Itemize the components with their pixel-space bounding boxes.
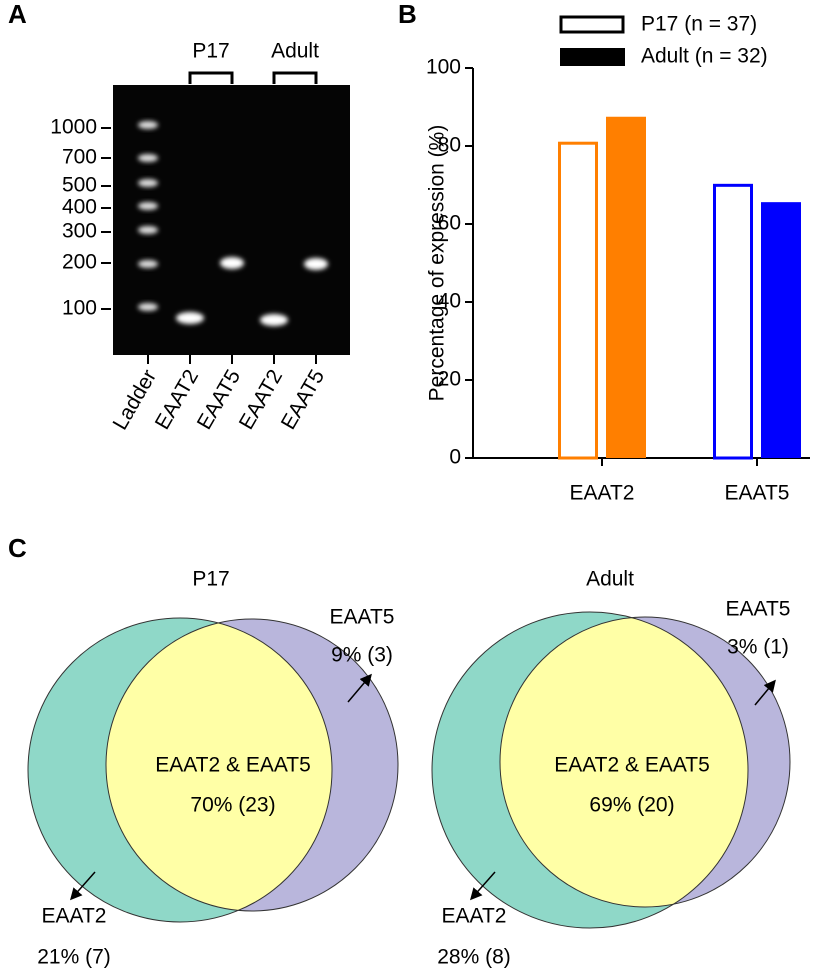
ladder-band bbox=[138, 154, 158, 162]
gel-band bbox=[220, 257, 244, 269]
x-tick-label: EAAT5 bbox=[725, 482, 790, 505]
y-tick-label: 0 bbox=[449, 446, 461, 469]
panel-label: C bbox=[8, 533, 27, 563]
venn-title: P17 bbox=[192, 568, 229, 591]
ladder-band bbox=[138, 260, 158, 268]
arrow bbox=[347, 673, 372, 703]
eaat2-label: EAAT2 bbox=[42, 905, 107, 928]
venn-title: Adult bbox=[586, 568, 634, 591]
ladder-size-label: 500 bbox=[62, 174, 97, 197]
y-tick-label: 60 bbox=[438, 212, 461, 235]
ladder-band bbox=[138, 202, 158, 210]
ladder-band bbox=[138, 226, 158, 234]
group-bracket bbox=[272, 71, 318, 84]
overlap-label: EAAT2 & EAAT5 bbox=[554, 754, 710, 777]
bar bbox=[558, 141, 598, 460]
gel-band bbox=[176, 312, 204, 324]
arrow bbox=[70, 871, 96, 901]
y-tick-label: 40 bbox=[438, 290, 461, 313]
panel-label: A bbox=[8, 0, 27, 29]
y-tick-label: 20 bbox=[438, 368, 461, 391]
venn-outline bbox=[105, 618, 399, 912]
ladder-size-label: 1000 bbox=[50, 116, 97, 139]
arrow bbox=[470, 871, 496, 901]
eaat2-label: EAAT2 bbox=[442, 905, 507, 928]
overlap-value: 70% (23) bbox=[190, 794, 275, 817]
eaat5-label: EAAT5 bbox=[726, 598, 791, 621]
eaat5-value: 9% (3) bbox=[331, 644, 393, 667]
ladder-size-label: 100 bbox=[62, 297, 97, 320]
ladder-size-label: 700 bbox=[62, 146, 97, 169]
legend-label: P17 (n = 37) bbox=[641, 13, 757, 36]
group-label: Adult bbox=[271, 40, 319, 63]
ladder-size-label: 400 bbox=[62, 196, 97, 219]
overlap-label: EAAT2 & EAAT5 bbox=[155, 754, 311, 777]
venn-overlap bbox=[500, 617, 748, 907]
bar bbox=[713, 183, 753, 460]
y-tick-label: 80 bbox=[438, 134, 461, 157]
y-axis-title: Percentage of expression (%) bbox=[426, 125, 449, 402]
gel-band bbox=[260, 314, 288, 326]
venn-outline bbox=[27, 617, 333, 923]
eaat2-value: 21% (7) bbox=[37, 946, 111, 969]
bar bbox=[761, 202, 801, 458]
group-label: P17 bbox=[192, 40, 229, 63]
y-tick-label: 100 bbox=[426, 56, 461, 79]
overlap-value: 69% (20) bbox=[589, 794, 674, 817]
eaat5-value: 3% (1) bbox=[727, 636, 789, 659]
arrow bbox=[754, 679, 776, 706]
eaat2-value: 28% (8) bbox=[437, 946, 511, 969]
legend-swatch bbox=[560, 48, 625, 66]
eaat5-label: EAAT5 bbox=[330, 606, 395, 629]
ladder-band bbox=[138, 303, 158, 311]
bar bbox=[606, 116, 646, 458]
venn-outline bbox=[431, 611, 749, 929]
legend-swatch bbox=[559, 15, 625, 34]
ladder-size-label: 200 bbox=[62, 251, 97, 274]
x-tick-label: EAAT2 bbox=[570, 482, 635, 505]
ladder-size-label: 300 bbox=[62, 220, 97, 243]
ladder-band bbox=[138, 121, 158, 129]
gel-band bbox=[304, 258, 328, 270]
ladder-band bbox=[138, 179, 158, 187]
legend-label: Adult (n = 32) bbox=[641, 45, 768, 68]
venn-outline bbox=[499, 616, 791, 908]
group-bracket bbox=[188, 71, 234, 84]
panel-label: B bbox=[398, 0, 417, 29]
